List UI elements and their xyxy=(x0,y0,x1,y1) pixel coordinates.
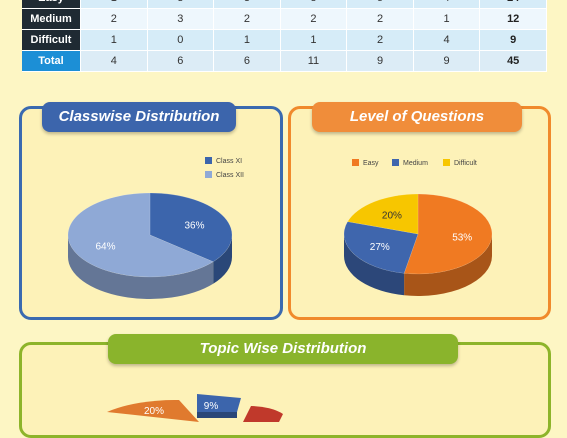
legend-entry: Class XI xyxy=(216,158,242,165)
table-cell: 1 xyxy=(413,8,481,30)
slice-data-label: 27% xyxy=(370,242,390,253)
legend-swatch xyxy=(205,171,212,178)
table-cell: 9 xyxy=(413,50,481,72)
table-cell: 2 xyxy=(80,8,148,30)
legend-entry: Class XII xyxy=(216,172,244,179)
legend-entry: Easy xyxy=(363,160,379,167)
topic-pie-chart: 20% 9% xyxy=(107,394,283,422)
table-cell: 1 xyxy=(80,0,148,9)
table-row: Easy13385424 xyxy=(22,0,547,9)
slice-data-label: 64% xyxy=(95,242,115,253)
legend-swatch xyxy=(352,159,359,166)
table-cell: 3 xyxy=(213,0,281,9)
row-label: Easy xyxy=(22,0,81,9)
table-cell: 4 xyxy=(413,29,481,51)
table-cell: 3 xyxy=(147,0,215,9)
table-cell: 0 xyxy=(147,29,215,51)
pie-slice-side xyxy=(404,234,492,296)
pie-slice xyxy=(67,192,214,278)
classwise-pie-chart: Class XI Class XII 36% 64% xyxy=(67,157,244,299)
pie-slice xyxy=(403,193,493,275)
pie-slice xyxy=(347,193,419,235)
table-cell: 4 xyxy=(80,50,148,72)
legend-entry: Difficult xyxy=(454,160,477,167)
legend-entry: Medium xyxy=(403,160,428,167)
table-cell: 6 xyxy=(147,50,215,72)
pie-slice-side xyxy=(344,234,405,296)
level-title: Level of Questions xyxy=(312,102,522,132)
classwise-title: Classwise Distribution xyxy=(42,102,236,132)
table-row: Medium 2 3 2 2 2 1 12 xyxy=(22,8,547,30)
row-label: Total xyxy=(22,50,81,72)
level-pie-chart: Easy Medium Difficult 53% 27% 20% xyxy=(343,159,493,296)
table-cell: 9 xyxy=(346,50,414,72)
table-cell: 11 xyxy=(280,50,348,72)
legend-swatch xyxy=(205,157,212,164)
table-cell: 6 xyxy=(213,50,281,72)
table-row: Total 4 6 6 11 9 9 45 xyxy=(22,50,547,72)
table-cell: 1 xyxy=(213,29,281,51)
table-cell: 1 xyxy=(280,29,348,51)
legend-swatch xyxy=(443,159,450,166)
table-cell: 1 xyxy=(80,29,148,51)
table-cell: 4 xyxy=(413,0,481,9)
table-cell: 2 xyxy=(213,8,281,30)
stats-table: Easy13385424Medium23222112Difficult10112… xyxy=(22,0,547,72)
table-row: Difficult 1 0 1 1 2 4 9 xyxy=(22,29,547,51)
topic-title: Topic Wise Distribution xyxy=(108,334,458,364)
row-label: Difficult xyxy=(22,29,81,51)
table-cell: 24 xyxy=(479,0,547,9)
table-cell: 12 xyxy=(479,8,547,30)
pie-slice-side xyxy=(197,412,237,418)
pie-slice xyxy=(243,406,283,422)
pie-slice-side xyxy=(68,235,214,299)
table-cell: 45 xyxy=(479,50,547,72)
question-table: Easy13385424Medium23222112Difficult10112… xyxy=(22,0,547,72)
table-cell: 9 xyxy=(479,29,547,51)
slice-data-label: 53% xyxy=(452,232,472,243)
pie-slice xyxy=(343,221,419,274)
table-cell: 3 xyxy=(147,8,215,30)
table-cell: 2 xyxy=(280,8,348,30)
row-label: Medium xyxy=(22,8,81,30)
slice-data-label: 36% xyxy=(185,220,205,231)
slice-data-label: 20% xyxy=(144,406,164,417)
slice-data-label: 9% xyxy=(204,401,219,412)
table-cell: 2 xyxy=(346,8,414,30)
pie-slice xyxy=(197,394,241,412)
legend-swatch xyxy=(392,159,399,166)
pie-slice-side xyxy=(213,235,232,284)
slice-data-label: 20% xyxy=(382,211,402,222)
pie-slice xyxy=(149,192,233,263)
table-cell: 8 xyxy=(280,0,348,9)
table-cell: 2 xyxy=(346,29,414,51)
table-cell: 5 xyxy=(346,0,414,9)
